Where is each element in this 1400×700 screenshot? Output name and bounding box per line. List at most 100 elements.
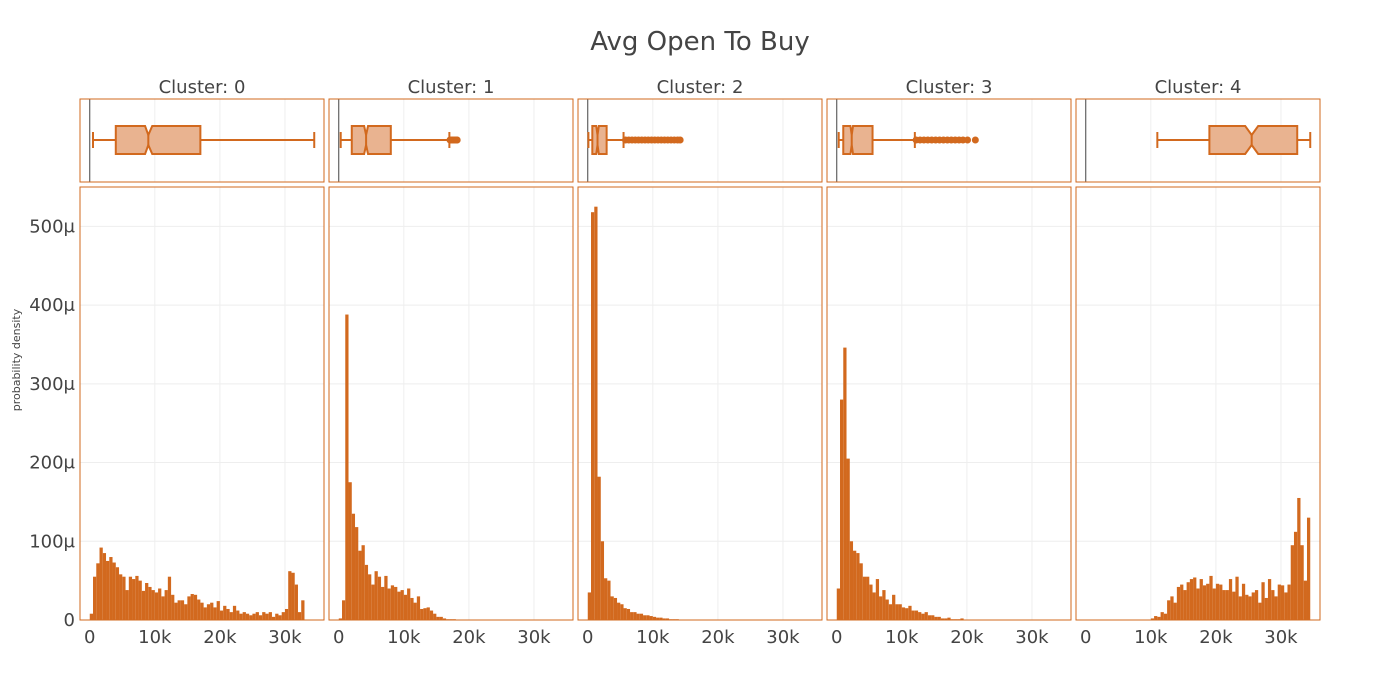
y-tick-label: 100μ bbox=[29, 531, 75, 552]
histogram-bar bbox=[439, 616, 443, 620]
histogram-bar bbox=[1167, 600, 1171, 620]
histogram-bar bbox=[597, 476, 601, 620]
histogram-bar bbox=[639, 613, 644, 620]
histogram-bar bbox=[1186, 582, 1190, 620]
histogram-bar bbox=[271, 616, 276, 620]
histogram-bar bbox=[216, 601, 220, 620]
histogram-bar bbox=[148, 586, 152, 620]
histogram-bar bbox=[258, 615, 263, 620]
histogram-bar bbox=[960, 618, 964, 620]
box-body bbox=[350, 125, 392, 155]
histogram-bar bbox=[193, 594, 198, 620]
histogram-bar bbox=[203, 607, 207, 620]
histogram-bar bbox=[394, 586, 398, 620]
histogram-bar bbox=[853, 550, 857, 620]
histogram-bar bbox=[1287, 584, 1291, 620]
histogram-bar bbox=[141, 590, 146, 620]
histogram-bar bbox=[600, 541, 605, 620]
histogram-bar bbox=[856, 553, 860, 620]
histogram-bar bbox=[665, 618, 670, 620]
histogram-bar bbox=[278, 615, 282, 620]
histogram-bar bbox=[171, 594, 175, 620]
histogram-bar bbox=[1228, 579, 1233, 620]
histogram-bar bbox=[200, 602, 204, 620]
histogram-bar bbox=[1199, 579, 1203, 620]
box-panel-frame bbox=[328, 98, 574, 183]
histogram-bar bbox=[433, 613, 437, 620]
histogram-bar bbox=[210, 602, 214, 620]
histogram-bar bbox=[862, 576, 867, 620]
x-tick-label: 0 bbox=[1080, 627, 1091, 648]
histogram-bar bbox=[297, 612, 302, 620]
histogram-bar bbox=[281, 612, 285, 620]
histogram-bar bbox=[265, 613, 269, 620]
histogram-bar bbox=[1251, 592, 1255, 620]
histogram-bar bbox=[154, 592, 159, 620]
histogram-bar bbox=[1293, 531, 1298, 620]
histogram-bar bbox=[442, 618, 447, 620]
histogram-bar bbox=[1264, 597, 1268, 620]
histogram-bar bbox=[1306, 517, 1311, 620]
histogram-bar bbox=[345, 314, 349, 620]
histogram-bar bbox=[294, 584, 298, 620]
histogram-bar bbox=[1176, 586, 1181, 620]
histogram-bar bbox=[420, 608, 424, 620]
box-body bbox=[114, 125, 202, 155]
histogram-bar bbox=[229, 612, 233, 620]
histogram-bar bbox=[659, 617, 663, 620]
facet-title: Cluster: 4 bbox=[1155, 77, 1242, 98]
histogram-bar bbox=[429, 610, 434, 620]
histogram-bar bbox=[197, 599, 201, 620]
histogram-bar bbox=[610, 596, 614, 620]
histogram-bar bbox=[219, 610, 224, 620]
box-outlier bbox=[971, 136, 979, 144]
y-tick-label: 300μ bbox=[29, 374, 75, 395]
histogram-bar bbox=[245, 613, 250, 620]
histogram-bar bbox=[400, 590, 404, 620]
histogram-bar bbox=[93, 576, 97, 620]
histogram-bar bbox=[1248, 596, 1252, 620]
histogram-bar bbox=[604, 578, 608, 620]
histogram-bar bbox=[96, 563, 100, 620]
histogram-bar bbox=[358, 550, 362, 620]
histogram-bar bbox=[390, 585, 395, 620]
histogram-bar bbox=[626, 608, 631, 620]
histogram-bar bbox=[223, 605, 227, 620]
histogram-bar bbox=[888, 604, 893, 620]
panel-cluster-0: Cluster: 0 0 10k 20k 30k bbox=[79, 77, 325, 648]
histogram-bar bbox=[937, 616, 941, 620]
histogram-bar bbox=[1290, 545, 1294, 620]
histogram-bar bbox=[180, 600, 185, 620]
histogram-bar bbox=[1271, 590, 1275, 620]
histogram-bar bbox=[164, 590, 168, 620]
histogram-bar bbox=[1196, 588, 1200, 620]
histogram-bar bbox=[255, 612, 259, 620]
histogram-bar bbox=[1209, 575, 1213, 620]
hist-panel-frame bbox=[79, 186, 325, 621]
histogram-bar bbox=[102, 553, 107, 620]
histogram-bar bbox=[846, 458, 850, 620]
histogram-bar bbox=[633, 612, 637, 620]
histogram-bar bbox=[397, 591, 401, 620]
x-tick-label: 30k bbox=[517, 627, 551, 648]
histogram-bar bbox=[89, 613, 94, 620]
histogram-bar bbox=[630, 612, 634, 620]
hist-panel-frame bbox=[1075, 186, 1321, 621]
histogram-bar bbox=[1232, 591, 1236, 620]
histogram-bar bbox=[613, 597, 618, 620]
histogram-bar bbox=[617, 602, 621, 620]
histogram-bar bbox=[364, 564, 369, 620]
histogram-bar bbox=[288, 571, 292, 620]
histogram-bar bbox=[1163, 613, 1168, 620]
histogram-bar bbox=[249, 615, 253, 620]
histogram-bar bbox=[1183, 590, 1187, 620]
facet-title: Cluster: 0 bbox=[159, 77, 246, 98]
histogram-bar bbox=[882, 590, 886, 620]
histogram-bar bbox=[1206, 583, 1210, 620]
histogram-bar bbox=[368, 574, 372, 620]
histogram-bar bbox=[921, 613, 925, 620]
histogram-bar bbox=[927, 615, 932, 620]
histogram-bar bbox=[636, 613, 640, 620]
histogram-bar bbox=[1157, 616, 1161, 620]
histogram-bar bbox=[1254, 590, 1259, 620]
